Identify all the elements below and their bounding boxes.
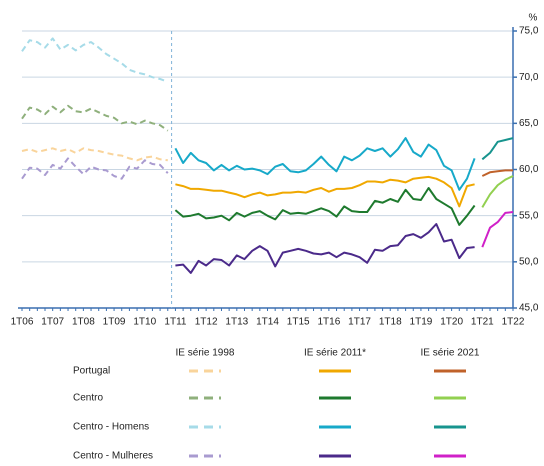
x-tick-label: 1T19	[410, 317, 433, 328]
x-tick-label: 1T10	[133, 317, 156, 328]
y-tick-label: 60,0	[519, 164, 539, 175]
series-line	[21, 37, 169, 83]
series-line	[21, 104, 169, 132]
series-line	[481, 175, 514, 208]
x-tick-label: 1T21	[471, 317, 494, 328]
legend-row-label: Portugal	[73, 366, 110, 377]
x-tick-label: 1T06	[11, 317, 34, 328]
x-tick-label: 1T07	[41, 317, 64, 328]
x-tick-label: 1T14	[256, 317, 279, 328]
y-tick-label: 65,0	[519, 118, 539, 129]
x-tick-label: 1T18	[379, 317, 402, 328]
series-line	[481, 169, 513, 177]
series-line	[21, 157, 169, 180]
series-line	[21, 147, 168, 162]
legend-column-header: IE série 2011*	[304, 348, 366, 359]
y-tick-label: 75,0	[519, 26, 539, 37]
x-tick-label: 1T15	[287, 317, 310, 328]
series-line	[481, 137, 514, 161]
legend-row-label: Centro - Homens	[73, 422, 149, 433]
legend-row-label: Centro - Mulheres	[73, 451, 153, 462]
y-tick-label: 55,0	[519, 210, 539, 221]
x-tick-label: 1T12	[195, 317, 218, 328]
x-tick-label: 1T09	[103, 317, 126, 328]
x-tick-label: 1T16	[317, 317, 340, 328]
series-line	[174, 187, 476, 226]
y-tick-label: 70,0	[519, 72, 539, 83]
series-line	[175, 223, 475, 274]
y-tick-label: 45,0	[519, 303, 539, 314]
y-unit: %	[529, 13, 538, 24]
legend-column-header: IE série 2021	[421, 348, 480, 359]
y-tick-label: 50,0	[519, 256, 539, 267]
x-tick-label: 1T17	[348, 317, 371, 328]
series-line	[175, 175, 475, 208]
x-tick-label: 1T08	[72, 317, 95, 328]
x-tick-label: 1T11	[164, 317, 186, 328]
series-line	[481, 211, 514, 248]
x-tick-label: 1T20	[440, 317, 463, 328]
legend-row-label: Centro	[73, 393, 103, 404]
x-tick-label: 1T22	[502, 317, 525, 328]
legend-column-header: IE série 1998	[176, 348, 235, 359]
x-tick-label: 1T13	[225, 317, 248, 328]
series-line	[174, 137, 476, 191]
